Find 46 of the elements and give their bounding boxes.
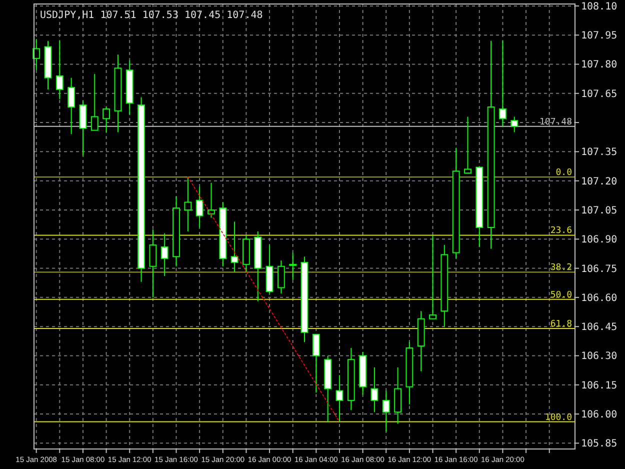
candlestick xyxy=(289,252,297,280)
candlestick xyxy=(32,38,40,71)
y-tick-label: 106.45 xyxy=(581,322,618,334)
y-tick-label: 108.10 xyxy=(581,1,618,12)
candlestick xyxy=(184,176,192,232)
candlestick xyxy=(464,116,472,174)
y-tick-label: 106.00 xyxy=(581,410,618,421)
ref-line-label: 107.48 xyxy=(539,117,572,128)
candlestick xyxy=(312,334,320,394)
candlestick xyxy=(499,40,506,127)
candlestick xyxy=(90,73,98,131)
candlestick xyxy=(230,221,238,273)
candlestick xyxy=(102,106,110,133)
y-tick-label: 107.80 xyxy=(581,60,618,71)
candlestick xyxy=(510,116,518,133)
candlestick xyxy=(68,77,76,135)
annotation: 61.8 xyxy=(550,320,572,330)
candlestick xyxy=(149,228,157,298)
candlestick xyxy=(208,182,215,218)
annotation: 23.6 xyxy=(550,226,572,236)
y-tick-label: 107.05 xyxy=(581,205,618,216)
y-tick-label: 106.60 xyxy=(581,292,618,304)
candlestick xyxy=(394,366,402,424)
candlestick xyxy=(196,186,204,228)
candlestick xyxy=(56,40,64,100)
y-tick-label: 105.85 xyxy=(581,438,618,450)
y-tick-label: 106.90 xyxy=(581,234,618,246)
annotation: 38.2 xyxy=(550,263,572,274)
candlestick xyxy=(382,390,390,432)
y-tick-label: 107.65 xyxy=(581,88,618,100)
annotation: 0.0 xyxy=(556,168,572,178)
y-tick-label: 106.30 xyxy=(581,351,618,362)
candlestick xyxy=(370,366,378,413)
candlestick xyxy=(336,374,344,422)
y-tick-label: 107.20 xyxy=(581,176,618,188)
candlestick xyxy=(429,234,436,320)
y-tick-label: 106.15 xyxy=(581,380,618,392)
candlestick xyxy=(277,260,285,294)
y-tick-label: 107.95 xyxy=(581,30,618,42)
y-tick-label: 106.75 xyxy=(581,264,618,275)
candlestick xyxy=(160,232,168,277)
text: USDJPY,H1 107.51 107.53 107.45 107.48 xyxy=(40,10,263,21)
annotation: 100.0 xyxy=(544,412,572,423)
candlestick xyxy=(79,100,87,156)
y-tick-label: 107.35 xyxy=(581,147,618,158)
annotation: 50.0 xyxy=(550,290,572,300)
